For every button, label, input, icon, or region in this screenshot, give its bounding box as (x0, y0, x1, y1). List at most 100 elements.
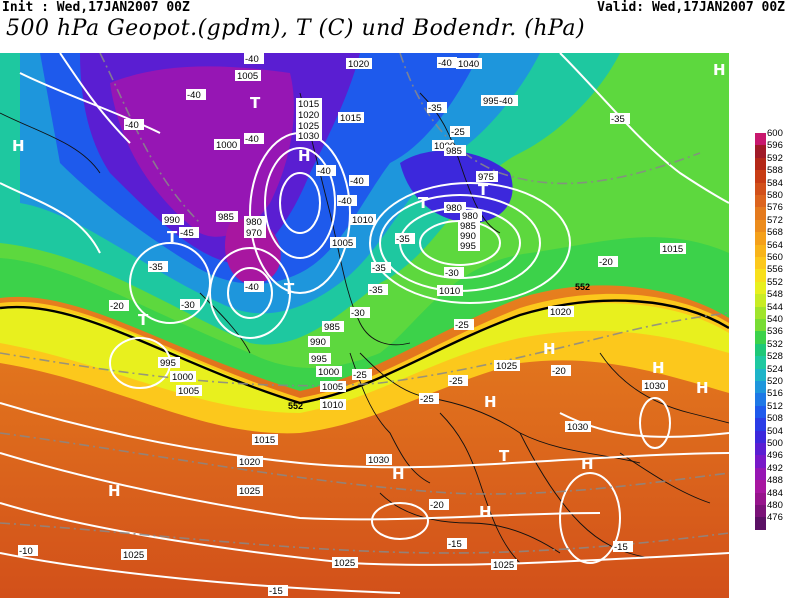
legend-swatch (755, 467, 766, 481)
svg-text:980: 980 (462, 211, 478, 222)
legend-label: 536 (767, 326, 783, 338)
pressure-label: 975 (476, 171, 498, 183)
svg-text:-35: -35 (428, 103, 442, 114)
svg-text:-15: -15 (448, 539, 462, 550)
pressure-label: 985 (444, 145, 466, 157)
temp-label: -15 (447, 538, 467, 550)
legend-label: 548 (767, 289, 783, 301)
temp-label: -40 (124, 119, 144, 131)
legend-label: 500 (767, 438, 783, 449)
isoline-552 (0, 299, 729, 405)
legend-swatch (755, 381, 766, 394)
pressure-label: 1020 (346, 58, 372, 70)
pressure-label: 1010 (320, 399, 346, 411)
svg-text:1010: 1010 (322, 400, 343, 411)
pressure-label: 990 (458, 230, 480, 242)
legend-label: 504 (767, 425, 783, 437)
svg-text:1025: 1025 (496, 361, 517, 372)
pressure-label: 1000 (316, 366, 342, 378)
svg-text:1005: 1005 (322, 382, 343, 393)
pressure-label: 1005 (176, 385, 202, 397)
svg-text:995: 995 (460, 241, 476, 252)
purple-spot (225, 219, 281, 284)
center-h: H (12, 137, 25, 155)
center-t: T (167, 228, 178, 246)
temp-label: -30 (350, 307, 370, 319)
legend-swatch (755, 418, 766, 432)
svg-text:1015: 1015 (298, 99, 319, 110)
legend-label: 508 (767, 413, 783, 425)
svg-text:-30: -30 (351, 308, 365, 319)
legend-label: 552 (767, 276, 783, 288)
svg-text:-40: -40 (245, 134, 259, 145)
pressure-centers: H T H T T T T T H H T H H H H H H H (12, 61, 726, 521)
legend-label: 544 (767, 301, 783, 313)
svg-text:985: 985 (324, 322, 340, 333)
svg-text:1000: 1000 (216, 140, 237, 151)
legend-swatch (755, 170, 766, 184)
legend-label: 484 (767, 487, 783, 499)
legend-swatch (755, 343, 766, 357)
pressure-label: 1015 (660, 243, 686, 255)
legend-label: 480 (767, 500, 783, 511)
svg-text:-40: -40 (125, 120, 139, 131)
pressure-label: 1030 (642, 380, 668, 392)
temp-label: -15 (613, 541, 633, 553)
weather-map: 1005 1020 1040 1000 995 1015 1020 1025 1… (0, 53, 729, 598)
pressure-label: 1010 (437, 285, 463, 297)
legend-swatch (755, 430, 766, 444)
temp-label: -40 (244, 133, 264, 145)
pressure-label: 1025 (237, 485, 263, 497)
temp-label: -40 (437, 57, 457, 69)
temp-label: -35 (427, 102, 447, 114)
temp-label: -25 (454, 319, 474, 331)
svg-text:1030: 1030 (298, 131, 319, 142)
legend-swatch (755, 319, 766, 332)
temp-label: -40 (244, 53, 264, 65)
center-h: H (108, 482, 121, 500)
center-h: H (392, 465, 405, 483)
legend-label: 524 (767, 363, 783, 375)
legend-label: 492 (767, 462, 783, 474)
svg-text:1020: 1020 (239, 457, 260, 468)
svg-text:-40: -40 (438, 58, 452, 69)
svg-text:985: 985 (218, 212, 234, 223)
legend-label: 476 (767, 512, 783, 524)
svg-text:-40: -40 (338, 196, 352, 207)
svg-text:1025: 1025 (334, 558, 355, 569)
legend-swatch (755, 405, 766, 419)
pressure-label: 1030 (565, 421, 591, 433)
valid-time: Valid: Wed,17JAN2007 00Z (597, 0, 785, 15)
legend-swatch (755, 219, 766, 233)
center-t: T (138, 311, 149, 329)
svg-text:-15: -15 (269, 586, 283, 597)
legend-swatch (755, 443, 766, 456)
svg-text:-35: -35 (369, 285, 383, 296)
svg-text:990: 990 (164, 215, 180, 226)
svg-text:1020: 1020 (298, 110, 319, 121)
pressure-label: 1005 (320, 381, 346, 393)
svg-text:1015: 1015 (340, 113, 361, 124)
pressure-label: 980 (460, 210, 482, 222)
svg-text:980: 980 (446, 203, 462, 214)
legend-swatch (755, 269, 766, 283)
pressure-label: 990 (162, 214, 184, 226)
legend-label: 592 (767, 152, 783, 164)
legend-label: 556 (767, 264, 783, 276)
purple-core (110, 66, 294, 237)
svg-text:1000: 1000 (318, 367, 339, 378)
svg-text:1015: 1015 (254, 435, 275, 446)
svg-text:995: 995 (160, 358, 176, 369)
pressure-label: 985 (216, 211, 238, 223)
blue-low-east (400, 150, 513, 223)
legend-label: 576 (767, 202, 783, 214)
legend-label: 488 (767, 475, 783, 487)
pressure-label: 985 (322, 321, 344, 333)
isobars (0, 53, 729, 594)
pressure-label: 1030 (366, 454, 392, 466)
temp-label: -40 (244, 281, 264, 293)
temp-label: -20 (598, 256, 618, 268)
pressure-label: 1005 (235, 70, 261, 82)
pressure-label: 1025 (121, 549, 147, 561)
temp-label: -35 (395, 233, 415, 245)
